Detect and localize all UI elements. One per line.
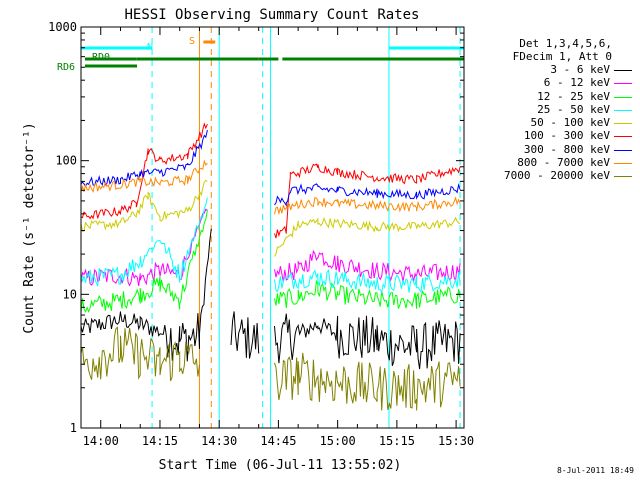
legend-label: 12 - 25 keV xyxy=(537,89,610,103)
legend-label: 7000 - 20000 keV xyxy=(504,169,610,183)
series-layer xyxy=(80,122,461,411)
legend: Det 1,3,4,5,6, FDecim 1, Att 0 3 - 6 keV… xyxy=(478,37,638,183)
y-tick-label: 10 xyxy=(63,287,77,301)
x-tick-label: 14:45 xyxy=(260,434,296,448)
annotation-n: N xyxy=(147,42,153,53)
y-axis-label: Count Rate (s⁻¹ detector⁻¹) xyxy=(22,122,37,333)
x-tick-label: 15:30 xyxy=(438,434,474,448)
x-tick-label: 15:00 xyxy=(320,434,356,448)
flag-bars xyxy=(81,40,464,68)
legend-entry: 25 - 50 keV xyxy=(478,103,638,116)
legend-entry: 7000 - 20000 keV xyxy=(478,169,638,182)
legend-swatch xyxy=(614,136,632,138)
legend-entry: 300 - 800 keV xyxy=(478,143,638,156)
legend-entry: 800 - 7000 keV xyxy=(478,156,638,169)
legend-swatch xyxy=(614,109,632,111)
legend-header-detectors: Det 1,3,4,5,6, xyxy=(519,37,612,50)
legend-entry: 12 - 25 keV xyxy=(478,90,638,103)
chart-title: HESSI Observing Summary Count Rates xyxy=(124,7,419,23)
legend-label: 3 - 6 keV xyxy=(550,63,610,76)
y-tick-label: 1000 xyxy=(48,20,77,34)
legend-label: 6 - 12 keV xyxy=(543,76,610,90)
legend-label: 100 - 300 keV xyxy=(523,129,610,143)
series-line-7000-20000 xyxy=(80,326,461,411)
legend-label: 800 - 7000 keV xyxy=(517,156,610,170)
series-line-12-25 xyxy=(80,210,461,313)
legend-entries: 3 - 6 keV 6 - 12 keV 12 - 25 keV 25 - 50 ke… xyxy=(478,63,638,183)
timestamp: 8-Jul-2011 18:49 xyxy=(556,466,634,475)
y-tick-label: 100 xyxy=(55,154,77,168)
x-axis-label: Start Time (06-Jul-11 13:55:02) xyxy=(159,458,402,473)
legend-swatch xyxy=(614,123,632,125)
y-tick-label: 1 xyxy=(70,421,77,435)
legend-swatch xyxy=(614,163,632,165)
plot-frame xyxy=(80,26,465,429)
x-tick-label: 14:15 xyxy=(142,434,178,448)
series-line-300-800 xyxy=(80,129,461,208)
x-tick-label: 14:00 xyxy=(83,434,119,448)
series-line-3-6 xyxy=(80,228,461,370)
x-tick-label: 14:30 xyxy=(201,434,237,448)
series-line-50-100 xyxy=(80,179,461,257)
series-line-800-7000 xyxy=(80,159,461,216)
annotation-rd0: RD0 xyxy=(92,52,110,63)
legend-label: 25 - 50 keV xyxy=(537,102,610,116)
legend-entry: 50 - 100 keV xyxy=(478,116,638,129)
legend-swatch xyxy=(614,149,632,151)
legend-label: 300 - 800 keV xyxy=(523,142,610,156)
legend-swatch xyxy=(614,83,632,85)
annotation-s: S xyxy=(189,36,195,47)
legend-entry: 100 - 300 keV xyxy=(478,129,638,142)
legend-swatch xyxy=(614,96,632,98)
legend-label: 50 - 100 keV xyxy=(530,116,610,130)
legend-swatch xyxy=(614,176,632,178)
series-line-25-50 xyxy=(80,197,461,294)
event-lines xyxy=(80,27,461,428)
legend-swatch xyxy=(614,70,632,71)
axes: 1 10 100 1000 14:00 14:15 14:30 14:45 15:00 15:15… xyxy=(48,20,474,448)
legend-entry: 6 - 12 keV xyxy=(478,76,638,89)
series-line-100-300 xyxy=(80,122,461,239)
x-tick-label: 15:15 xyxy=(379,434,415,448)
legend-entry: 3 - 6 keV xyxy=(478,63,638,76)
legend-header-fdecim: FDecim 1, Att 0 xyxy=(512,50,612,63)
annotation-rd6: RD6 xyxy=(57,62,75,73)
